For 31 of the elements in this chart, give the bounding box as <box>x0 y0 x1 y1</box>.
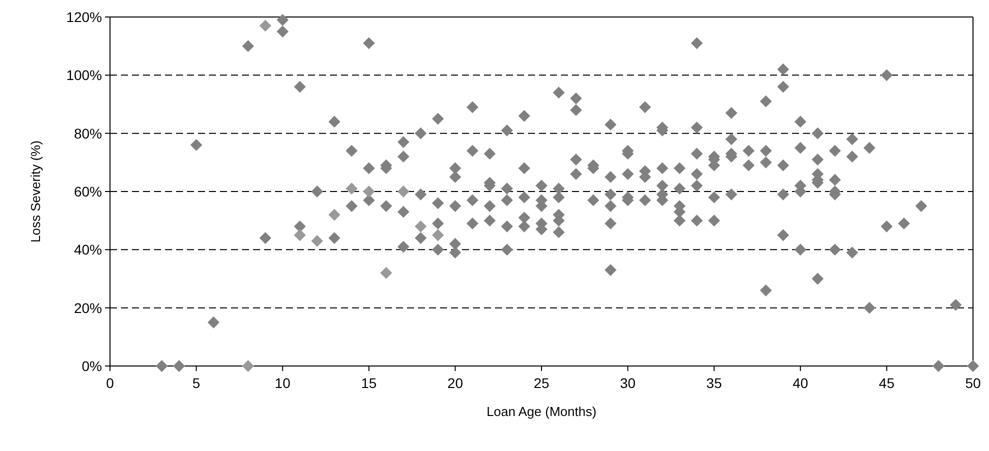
point <box>294 229 306 242</box>
y-tick-label: 60% <box>74 184 102 200</box>
point <box>311 235 324 247</box>
point <box>346 182 358 195</box>
point <box>362 186 375 198</box>
y-tick-label: 120% <box>66 9 102 25</box>
y-tick-label: 20% <box>74 300 102 316</box>
x-tick-label: 0 <box>106 375 114 391</box>
x-tick-label: 35 <box>706 375 722 391</box>
point <box>397 186 410 198</box>
point <box>259 20 272 32</box>
x-tick-label: 25 <box>534 375 550 391</box>
y-tick-label: 0% <box>82 358 102 374</box>
x-tick-label: 30 <box>620 375 636 391</box>
x-tick-label: 40 <box>792 375 808 391</box>
x-tick-label: 10 <box>274 375 291 391</box>
x-tick-label: 45 <box>878 375 895 391</box>
y-tick-label: 100% <box>66 67 102 84</box>
y-tick-label: 40% <box>74 242 102 258</box>
point <box>242 360 254 372</box>
x-tick-label: 50 <box>965 375 981 391</box>
x-tick-label: 20 <box>447 375 464 391</box>
point <box>380 266 392 279</box>
point <box>432 229 444 242</box>
y-axis-title: Loss Severity (%) <box>28 140 43 242</box>
x-tick-label: 5 <box>192 375 200 391</box>
x-tick-label: 15 <box>361 375 377 391</box>
point <box>414 220 427 232</box>
point <box>328 208 340 221</box>
y-tick-label: 80% <box>74 125 102 142</box>
x-axis-title: Loan Age (Months) <box>486 404 596 419</box>
